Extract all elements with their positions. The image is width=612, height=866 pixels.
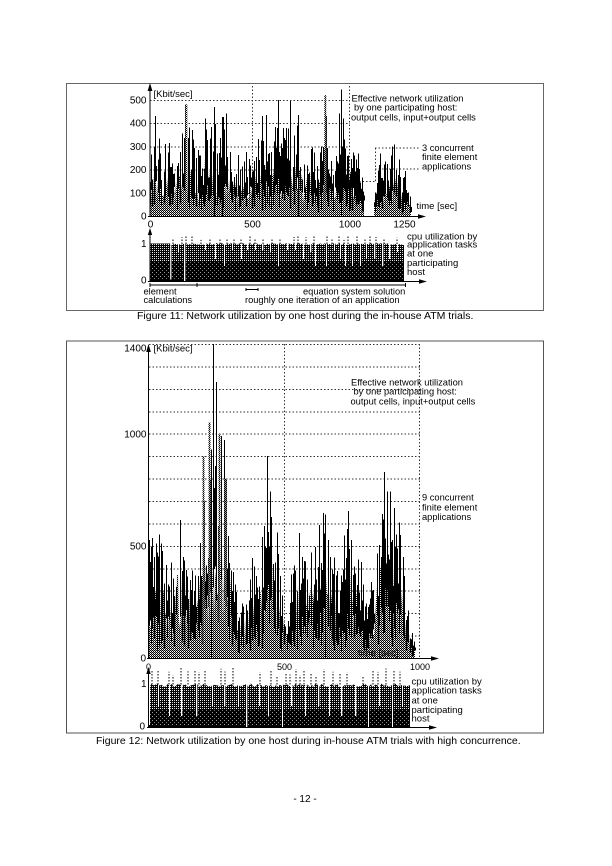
- svg-text:1000: 1000: [410, 662, 430, 672]
- svg-text:1000: 1000: [124, 429, 147, 440]
- svg-text:time [sec]: time [sec]: [417, 201, 458, 212]
- svg-text:- 12 -: - 12 -: [293, 794, 316, 805]
- svg-text:participating: participating: [407, 258, 458, 269]
- svg-text:output cells, input+output cel: output cells, input+output cells: [351, 396, 476, 406]
- svg-text:0: 0: [148, 220, 154, 231]
- svg-text:400: 400: [130, 119, 147, 130]
- svg-text:by one participating host:: by one participating host:: [354, 386, 457, 396]
- svg-text:at one: at one: [407, 249, 433, 260]
- svg-text:300: 300: [130, 142, 147, 153]
- svg-text:0: 0: [139, 722, 145, 733]
- svg-text:by one participating host:: by one participating host:: [354, 103, 457, 113]
- svg-text:equation system solution: equation system solution: [303, 287, 405, 297]
- svg-text:host: host: [407, 267, 425, 278]
- svg-text:application tasks: application tasks: [407, 239, 477, 250]
- svg-text:1400: 1400: [124, 344, 147, 355]
- svg-text:0: 0: [140, 654, 146, 665]
- svg-text:0: 0: [146, 662, 151, 672]
- svg-text:1000: 1000: [339, 220, 362, 231]
- svg-text:applications: applications: [422, 161, 471, 171]
- svg-text:output cells, input+output cel: output cells, input+output cells: [351, 112, 476, 122]
- svg-text:100: 100: [130, 188, 147, 199]
- svg-text:[Kbit/sec]: [Kbit/sec]: [154, 89, 193, 100]
- svg-text:Effective network utilization: Effective network utilization: [351, 377, 463, 387]
- svg-text:finite element: finite element: [422, 152, 478, 162]
- svg-text:finite element: finite element: [422, 502, 478, 512]
- svg-text:cpu utilization by: cpu utilization by: [412, 676, 482, 687]
- svg-text:time [sec]: time [sec]: [358, 648, 399, 659]
- svg-text:0: 0: [141, 276, 147, 287]
- svg-text:9 concurrent: 9 concurrent: [422, 493, 474, 503]
- svg-text:roughly one iteration of an ap: roughly one iteration of an application: [245, 295, 400, 305]
- svg-text:application tasks: application tasks: [412, 685, 482, 696]
- svg-text:participating: participating: [412, 705, 463, 716]
- svg-text:500: 500: [277, 662, 292, 672]
- svg-text:Effective network utilization: Effective network utilization: [352, 94, 464, 104]
- svg-text:500: 500: [130, 95, 147, 106]
- svg-text:3 concurrent: 3 concurrent: [422, 143, 474, 153]
- svg-text:[Kbit/sec]: [Kbit/sec]: [154, 344, 193, 355]
- svg-text:1: 1: [141, 239, 147, 250]
- svg-text:element: element: [144, 287, 177, 297]
- svg-text:Figure 12: Network utilization: Figure 12: Network utilization by one ho…: [96, 735, 521, 747]
- svg-text:200: 200: [130, 165, 147, 176]
- svg-text:0: 0: [141, 212, 147, 223]
- svg-text:at one: at one: [412, 695, 438, 706]
- svg-text:1: 1: [141, 679, 147, 690]
- svg-text:applications: applications: [422, 512, 471, 522]
- svg-text:cpu utilization by: cpu utilization by: [407, 231, 477, 242]
- svg-text:calculations: calculations: [144, 295, 193, 305]
- svg-text:Figure 11: Network utilization: Figure 11: Network utilization by one ho…: [137, 310, 473, 322]
- svg-text:500: 500: [244, 220, 261, 231]
- svg-text:host: host: [412, 713, 430, 724]
- svg-text:500: 500: [130, 541, 147, 552]
- svg-text:1250: 1250: [393, 220, 416, 231]
